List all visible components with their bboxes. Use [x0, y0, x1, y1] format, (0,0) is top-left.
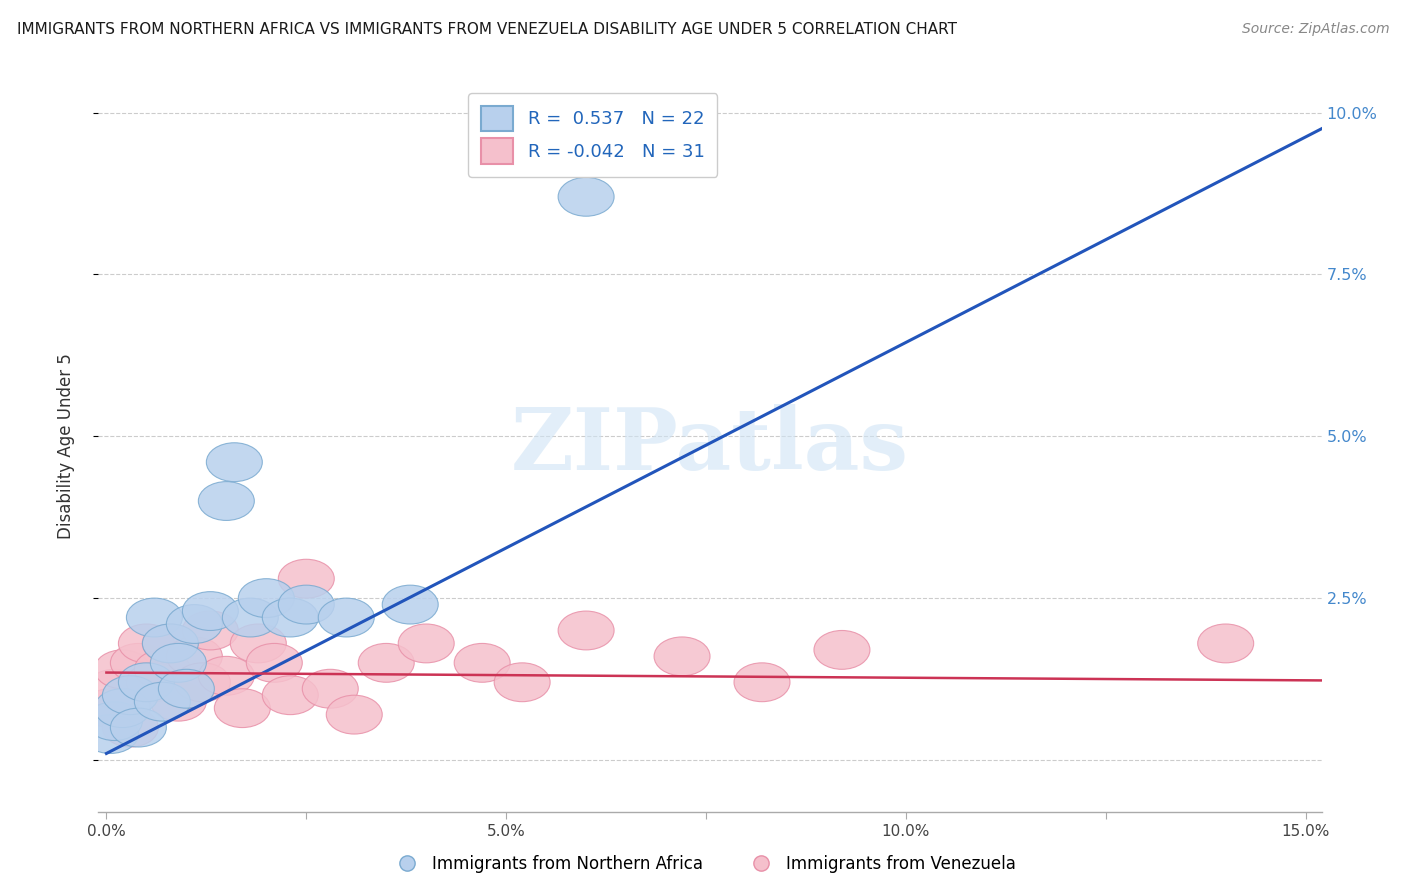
Ellipse shape: [183, 591, 239, 631]
Ellipse shape: [278, 585, 335, 624]
Ellipse shape: [86, 702, 142, 740]
Ellipse shape: [86, 669, 142, 708]
Y-axis label: Disability Age Under 5: Disability Age Under 5: [56, 353, 75, 539]
Ellipse shape: [150, 643, 207, 682]
Ellipse shape: [278, 559, 335, 599]
Ellipse shape: [94, 689, 150, 728]
Ellipse shape: [198, 657, 254, 695]
Ellipse shape: [111, 708, 166, 747]
Ellipse shape: [135, 682, 190, 721]
Ellipse shape: [454, 643, 510, 682]
Ellipse shape: [326, 695, 382, 734]
Ellipse shape: [174, 663, 231, 702]
Ellipse shape: [127, 599, 183, 637]
Ellipse shape: [166, 637, 222, 676]
Ellipse shape: [207, 442, 263, 482]
Ellipse shape: [142, 624, 198, 663]
Ellipse shape: [159, 669, 214, 708]
Ellipse shape: [222, 599, 278, 637]
Ellipse shape: [103, 676, 159, 714]
Ellipse shape: [83, 714, 138, 754]
Ellipse shape: [231, 624, 287, 663]
Ellipse shape: [654, 637, 710, 676]
Ellipse shape: [318, 599, 374, 637]
Ellipse shape: [263, 676, 318, 714]
Ellipse shape: [159, 669, 214, 708]
Ellipse shape: [814, 631, 870, 669]
Ellipse shape: [198, 482, 254, 520]
Text: IMMIGRANTS FROM NORTHERN AFRICA VS IMMIGRANTS FROM VENEZUELA DISABILITY AGE UNDE: IMMIGRANTS FROM NORTHERN AFRICA VS IMMIG…: [17, 22, 957, 37]
Ellipse shape: [239, 579, 294, 617]
Legend: R =  0.537   N = 22, R = -0.042   N = 31: R = 0.537 N = 22, R = -0.042 N = 31: [468, 93, 717, 177]
Ellipse shape: [103, 708, 159, 747]
Ellipse shape: [1198, 624, 1254, 663]
Ellipse shape: [382, 585, 439, 624]
Ellipse shape: [263, 599, 318, 637]
Ellipse shape: [246, 643, 302, 682]
Ellipse shape: [398, 624, 454, 663]
Ellipse shape: [83, 689, 138, 728]
Ellipse shape: [127, 663, 183, 702]
Ellipse shape: [166, 605, 222, 643]
Ellipse shape: [94, 650, 150, 689]
Ellipse shape: [734, 663, 790, 702]
Ellipse shape: [558, 611, 614, 650]
Ellipse shape: [150, 682, 207, 721]
Ellipse shape: [558, 178, 614, 216]
Ellipse shape: [359, 643, 415, 682]
Text: ZIPatlas: ZIPatlas: [510, 404, 910, 488]
Ellipse shape: [118, 663, 174, 702]
Ellipse shape: [214, 689, 270, 728]
Ellipse shape: [135, 650, 190, 689]
Legend: Immigrants from Northern Africa, Immigrants from Venezuela: Immigrants from Northern Africa, Immigra…: [384, 848, 1022, 880]
Ellipse shape: [494, 663, 550, 702]
Ellipse shape: [111, 643, 166, 682]
Ellipse shape: [142, 624, 198, 663]
Ellipse shape: [183, 611, 239, 650]
Ellipse shape: [118, 624, 174, 663]
Text: Source: ZipAtlas.com: Source: ZipAtlas.com: [1241, 22, 1389, 37]
Ellipse shape: [302, 669, 359, 708]
